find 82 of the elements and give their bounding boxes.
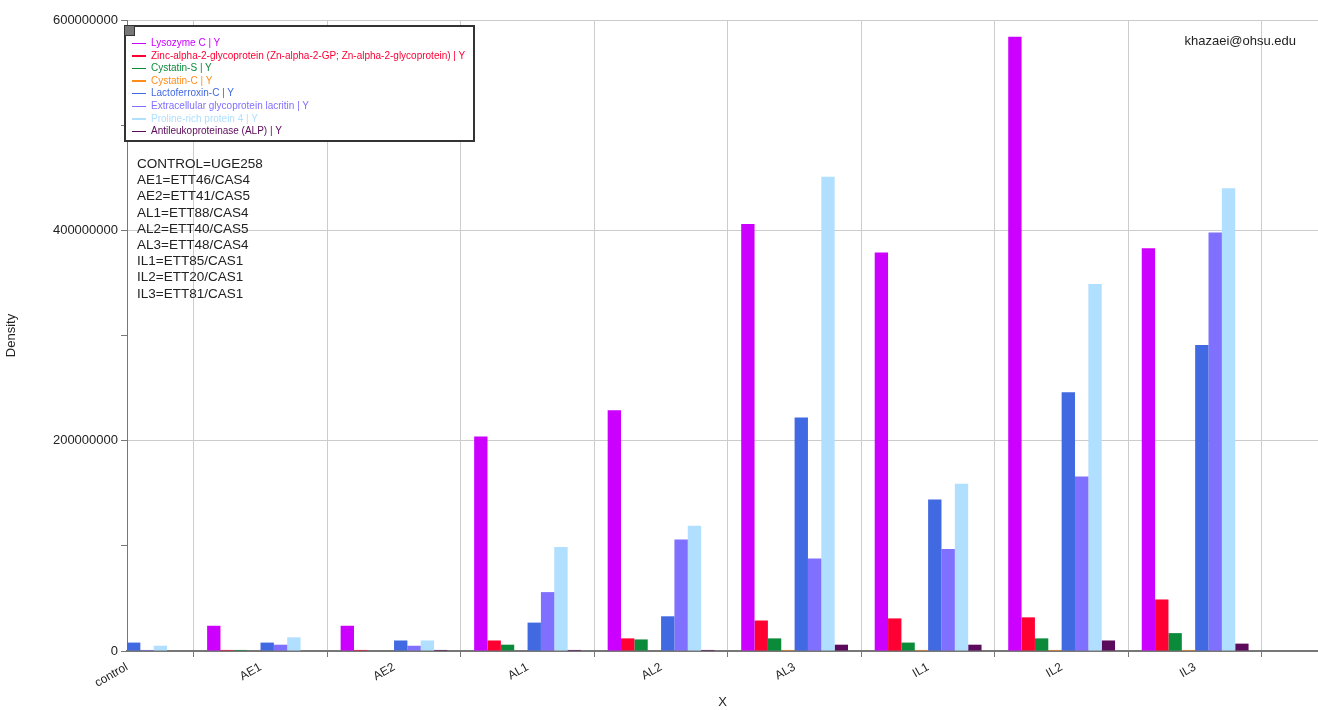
annotation: AL2=ETT40/CAS5: [137, 220, 250, 238]
bar: [474, 436, 488, 651]
bar: [1168, 633, 1182, 651]
legend-label: Proline-rich protein 4 | Y: [151, 112, 258, 126]
x-tick-label: IL1: [909, 659, 932, 681]
annotation: AL1=ETT88/CAS4: [137, 204, 250, 221]
bar: [607, 410, 622, 651]
bar: [487, 640, 501, 651]
bar: [153, 645, 168, 651]
legend-label: Cystatin-S | Y: [151, 62, 212, 75]
bar: [287, 637, 301, 651]
annotation: AE1=ETT46/CAS4: [137, 172, 251, 189]
bar: [834, 644, 849, 651]
legend-label: Lysozyme C | Y: [151, 37, 221, 50]
bar: [1155, 599, 1169, 651]
bar: [741, 224, 755, 651]
legend-label: Cystatin-C | Y: [151, 74, 213, 88]
annotation: IL2=ETT20/CAS1: [137, 269, 245, 286]
bar: [621, 638, 635, 651]
y-tick-label: 200000000: [52, 432, 118, 448]
bar: [941, 548, 955, 651]
y-axis-title: Density: [3, 313, 19, 358]
bar: [1061, 392, 1075, 651]
y-tick-label: 400000000: [52, 221, 118, 237]
x-axis-title: X: [718, 693, 728, 709]
bar: [1235, 643, 1249, 651]
x-tick-label: AL1: [505, 659, 531, 683]
annotation: AL3=ETT48/CAS4: [137, 237, 250, 254]
x-tick-label: AE2: [370, 659, 398, 684]
bar: [1101, 640, 1116, 651]
bar: [1008, 36, 1022, 651]
annotation: IL3=ETT81/CAS1: [137, 285, 245, 302]
annotation: AE2=ETT41/CAS5: [137, 188, 251, 205]
bar: [661, 616, 675, 651]
bar: [273, 644, 288, 651]
bar: [821, 176, 835, 651]
annotation: CONTROL=UGE258: [137, 156, 263, 173]
x-tick-label: AE1: [237, 659, 264, 684]
bar: [754, 620, 768, 651]
bar: [554, 546, 568, 651]
bar: [954, 483, 969, 651]
bar: [888, 618, 902, 651]
bar: [634, 639, 648, 651]
bar: [968, 644, 982, 651]
bar: [674, 539, 688, 651]
bar: [1088, 283, 1102, 651]
legend-label: Zinc-alpha-2-glycoprotein (Zn-alpha-2-GP; Zn-alpha-2-glycoprotein) | Y: [151, 49, 466, 63]
legend-label: Antileukoproteinase (ALP) | Y: [151, 125, 282, 138]
bar: [1195, 344, 1209, 651]
bar: [1034, 638, 1049, 651]
bar: [260, 642, 274, 651]
annotation: khazaei@ohsu.edu: [1184, 33, 1296, 48]
legend-label: Lactoferroxin-C | Y: [151, 87, 235, 100]
bar: [1208, 232, 1222, 651]
bar: [127, 642, 141, 651]
bar: [340, 625, 354, 651]
bar: [767, 638, 782, 651]
bar: [1221, 188, 1236, 651]
bar: [928, 499, 942, 651]
bar: [794, 417, 808, 651]
bar: [207, 625, 221, 651]
bar: [394, 640, 408, 651]
bar: [1074, 476, 1089, 651]
x-tick-label: IL2: [1043, 659, 1066, 681]
x-tick-label: IL3: [1176, 659, 1199, 681]
bar: [874, 252, 889, 651]
y-tick-label: 600000000: [52, 11, 118, 27]
bar: [901, 642, 915, 651]
bar: [407, 645, 421, 651]
legend-label: Extracellular glycoprotein lacritin | Y: [151, 99, 310, 113]
bar: [500, 644, 515, 651]
bar: [540, 592, 555, 651]
bar: [687, 525, 702, 651]
x-tick-label: AL2: [638, 659, 665, 683]
bar: [527, 622, 541, 651]
annotation: IL1=ETT85/CAS1: [137, 253, 245, 270]
bar: [420, 640, 435, 651]
bar: [1141, 248, 1156, 651]
bar: [807, 558, 822, 651]
x-tick-label: AL3: [772, 659, 799, 683]
bar: [1021, 617, 1035, 651]
y-tick-label: 0: [110, 642, 118, 658]
